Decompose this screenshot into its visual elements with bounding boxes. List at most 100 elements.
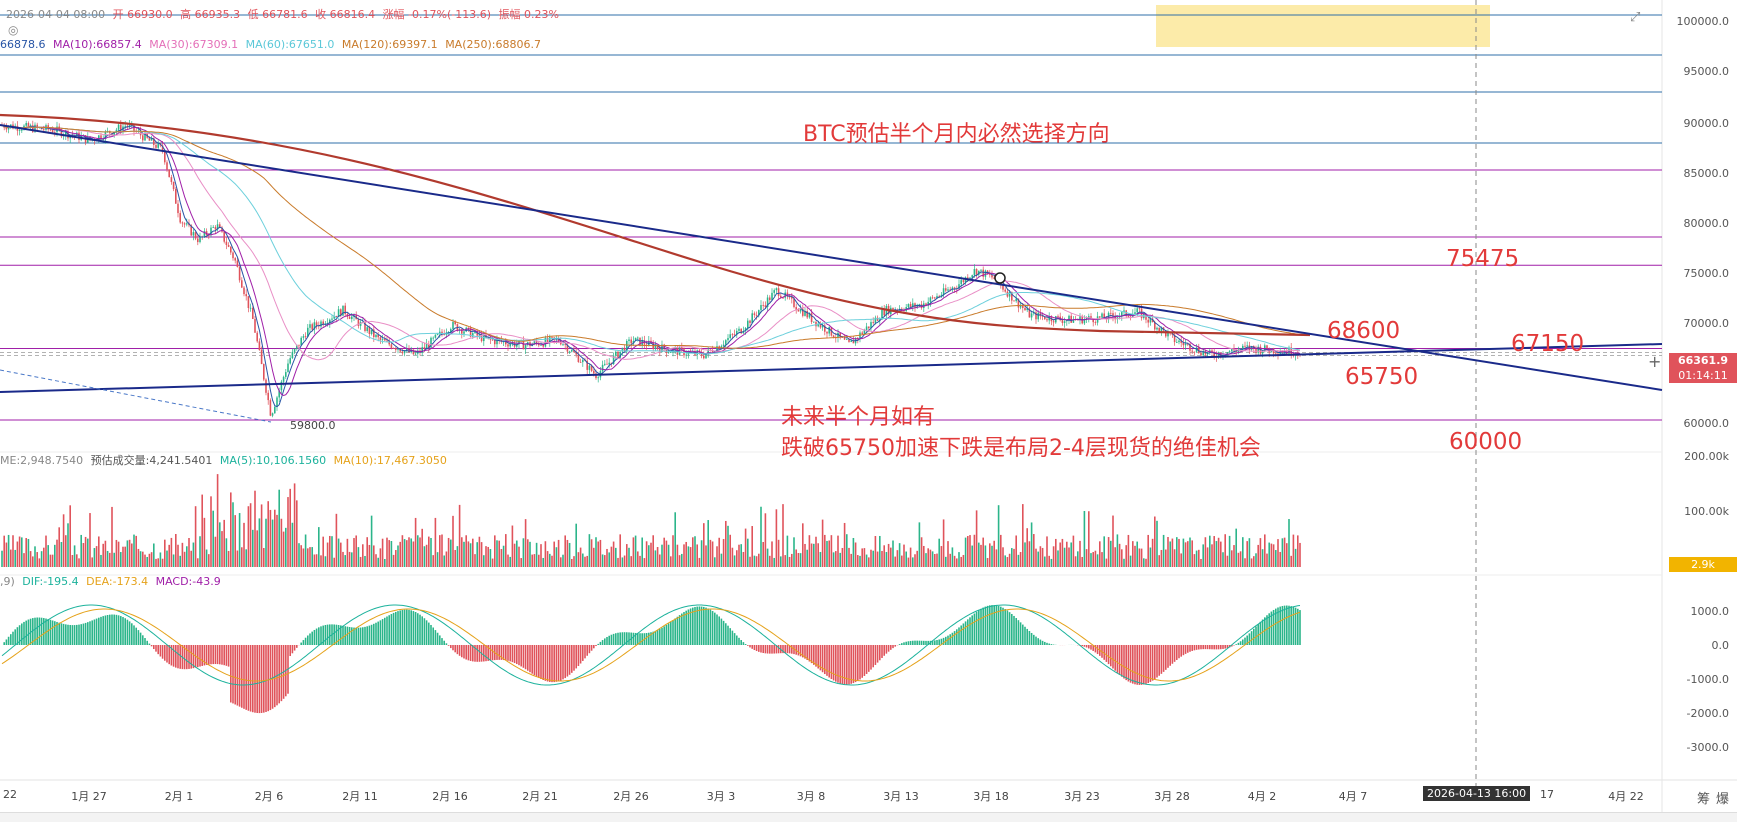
candle-body — [276, 397, 278, 406]
macd-bar — [586, 645, 588, 656]
ohlc-header: 2026-04-04 08:00 开 66930.0 高 66935.3 低 6… — [6, 6, 563, 22]
macd-bar — [67, 625, 69, 645]
volume-bar — [758, 554, 760, 567]
macd-bar — [41, 618, 43, 645]
volume-bar — [604, 555, 606, 567]
candle-body — [569, 352, 571, 353]
volume-bar — [613, 542, 615, 567]
level-label-75475: 75475 — [1446, 246, 1519, 272]
volume-bar — [912, 557, 914, 567]
candle-body — [1015, 299, 1017, 301]
macd-bar — [272, 645, 274, 709]
volume-bar — [294, 483, 296, 567]
volume-bar — [248, 506, 250, 567]
level-label-68600: 68600 — [1327, 318, 1400, 344]
volume-bar — [679, 555, 681, 567]
volume-bar — [507, 555, 509, 567]
macd-bar — [426, 620, 428, 645]
volume-bar — [85, 537, 87, 567]
volume-bar — [188, 538, 190, 567]
macd-bar — [683, 612, 685, 645]
volume-bar — [657, 547, 659, 567]
macd-bar — [289, 645, 291, 656]
volume-bar — [142, 552, 144, 567]
macd-bar — [1242, 639, 1244, 645]
macd-bar — [1048, 644, 1050, 645]
macd-bar — [1205, 645, 1207, 649]
macd-bar — [1167, 645, 1169, 668]
volume-bar — [1004, 555, 1006, 567]
volume-bar — [100, 555, 102, 567]
volume-bar — [298, 543, 300, 567]
macd-bar — [320, 626, 322, 645]
macd-bar — [1251, 631, 1253, 645]
volume-bar — [314, 555, 316, 567]
volume-bar — [76, 554, 78, 567]
volume-bar — [1057, 550, 1059, 567]
date-tick: 4月 22 — [1608, 788, 1644, 804]
plus-icon[interactable]: + — [1648, 352, 1661, 371]
volume-bar — [762, 542, 764, 567]
candle-body — [747, 321, 749, 328]
macd-bar — [692, 608, 694, 645]
volume-bar — [778, 540, 780, 567]
macd-bar — [562, 645, 564, 679]
volume-bar — [861, 548, 863, 567]
macd-bar — [127, 620, 129, 645]
macd-bar — [254, 645, 256, 713]
macd-bar — [901, 643, 903, 645]
macd-bar — [441, 638, 443, 645]
macd-bar — [369, 626, 371, 645]
macd-tick: 1000.0 — [1691, 605, 1730, 618]
eye-icon[interactable]: ◎ — [8, 23, 18, 37]
volume-bar — [1227, 556, 1229, 567]
volume-bar — [278, 490, 280, 567]
macd-bar — [107, 615, 109, 645]
chips-button[interactable]: 筹 — [1697, 788, 1710, 807]
volume-bar — [505, 534, 507, 567]
volume-bar — [1200, 559, 1202, 567]
volume-estimate: 预估成交量:4,241.5401 — [91, 454, 213, 467]
macd-bar — [696, 607, 698, 645]
price-tick: 85000.0 — [1684, 167, 1730, 180]
volume-bar — [234, 515, 236, 567]
macd-bar — [881, 645, 883, 658]
volume-bar — [1189, 538, 1191, 567]
ma5-value: 66878.6 — [0, 38, 46, 51]
macd-bar — [8, 637, 10, 645]
volume-bar — [776, 509, 778, 567]
volume-bar — [1251, 558, 1253, 567]
macd-bar — [384, 618, 386, 645]
candle-body — [43, 129, 45, 130]
macd-bar — [597, 644, 599, 645]
macd-bar — [1235, 644, 1237, 645]
volume-bar — [265, 519, 267, 567]
macd-bar — [593, 645, 595, 648]
liquidation-button[interactable]: 爆 — [1716, 788, 1729, 807]
volume-bar — [274, 510, 276, 567]
volume-bar — [690, 547, 692, 567]
macd-bar — [1004, 609, 1006, 645]
candle-body — [1156, 328, 1158, 330]
macd-bar — [608, 636, 610, 645]
volume-bar — [982, 538, 984, 567]
candle-body — [578, 355, 580, 363]
volume-bar — [663, 538, 665, 567]
macd-bar — [934, 640, 936, 645]
volume-bar — [710, 540, 712, 567]
candle-body — [432, 338, 434, 339]
fullscreen-icon[interactable]: ⤢ — [1630, 10, 1640, 25]
macd-bar — [1183, 645, 1185, 655]
volume-bar — [857, 555, 859, 567]
macd-bar — [1180, 645, 1182, 657]
volume-bar — [956, 558, 958, 567]
volume-bar — [329, 536, 331, 567]
date-tick: 4月 7 — [1339, 788, 1368, 804]
macd-bar — [1253, 629, 1255, 645]
macd-bar — [969, 617, 971, 645]
macd-bar — [237, 645, 239, 706]
macd-bar — [1211, 645, 1213, 649]
volume-bar — [575, 524, 577, 567]
volume-bar — [531, 555, 533, 567]
volume-bar — [98, 536, 100, 567]
